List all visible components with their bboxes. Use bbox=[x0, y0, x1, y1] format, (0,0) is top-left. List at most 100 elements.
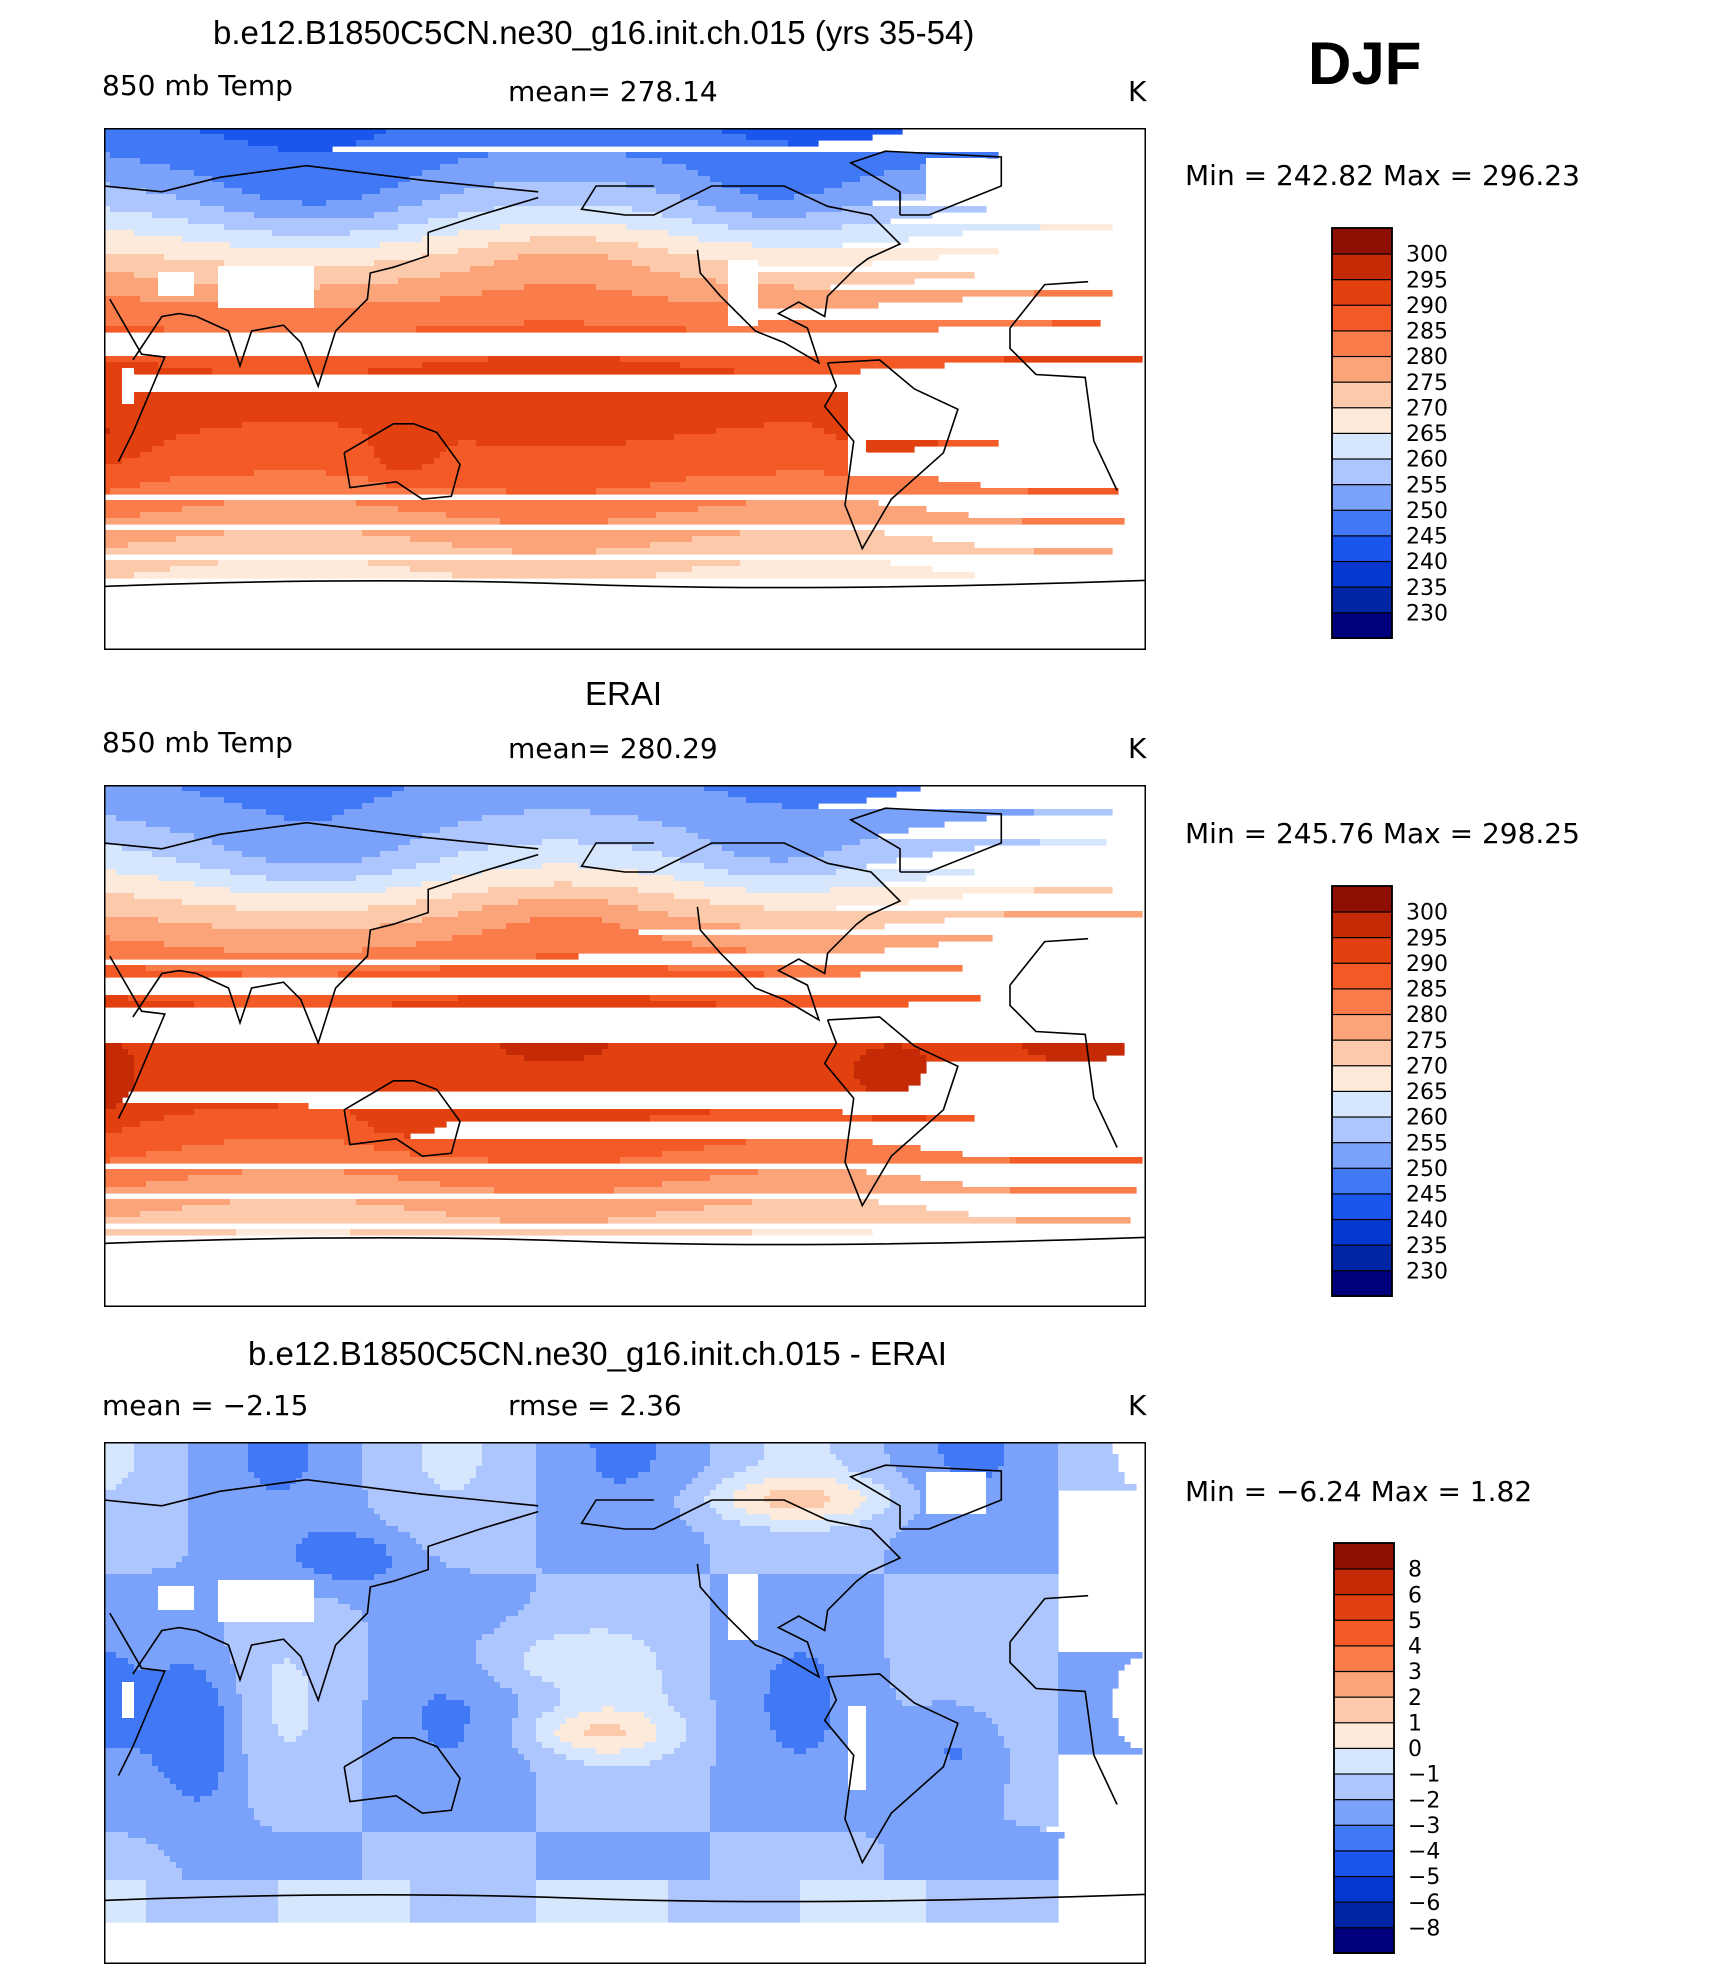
contour-cell bbox=[680, 1712, 717, 1719]
colorbar-swatch bbox=[1331, 1116, 1393, 1144]
contour-cell bbox=[758, 290, 1035, 297]
contour-cell bbox=[248, 1772, 363, 1779]
contour-cell bbox=[302, 1562, 393, 1569]
contour-cell bbox=[104, 464, 387, 471]
contour-cell bbox=[1058, 1724, 1119, 1731]
contour-cell bbox=[158, 284, 195, 291]
contour-cell bbox=[776, 1736, 825, 1743]
contour-cell bbox=[896, 1532, 1059, 1539]
contour-cell bbox=[710, 1448, 765, 1455]
contour-cell bbox=[728, 308, 759, 315]
contour-cell bbox=[638, 869, 729, 876]
contour-cell bbox=[314, 296, 441, 303]
contour-cell bbox=[104, 1784, 177, 1791]
contour-cell bbox=[104, 1850, 165, 1857]
contour-cell bbox=[668, 1892, 801, 1899]
contour-cell bbox=[134, 1712, 225, 1719]
contour-cell bbox=[746, 134, 873, 141]
contour-cell bbox=[818, 1742, 849, 1749]
contour-cell bbox=[194, 290, 219, 297]
colorbar-tick-label: −4 bbox=[1408, 1840, 1440, 1865]
contour-cell bbox=[632, 290, 729, 297]
contour-cell bbox=[824, 851, 933, 858]
contour-cell bbox=[884, 170, 927, 177]
contour-cell bbox=[872, 1478, 909, 1485]
contour-cell bbox=[362, 1796, 537, 1803]
contour-cell bbox=[326, 200, 423, 207]
contour-cell bbox=[182, 1145, 375, 1152]
contour-cell bbox=[716, 428, 825, 435]
contour-cell bbox=[674, 1748, 717, 1755]
colorbar-swatch bbox=[1331, 355, 1393, 383]
contour-cell bbox=[218, 290, 315, 297]
contour-cell bbox=[158, 1766, 225, 1773]
contour-cell bbox=[122, 398, 135, 405]
contour-cell bbox=[800, 1910, 927, 1917]
contour-cell bbox=[218, 272, 315, 279]
contour-cell bbox=[194, 1586, 219, 1593]
contour-cell bbox=[770, 1718, 831, 1725]
contour-cell bbox=[986, 1490, 1059, 1497]
coastline bbox=[343, 1080, 461, 1158]
contour-cell bbox=[758, 1586, 885, 1593]
contour-cell bbox=[104, 440, 165, 447]
contour-cell bbox=[290, 1484, 363, 1491]
contour-cell bbox=[902, 1472, 927, 1479]
contour-cell bbox=[524, 1754, 567, 1761]
contour-cell bbox=[782, 803, 819, 810]
contour-cell bbox=[536, 1556, 711, 1563]
contour-cell bbox=[368, 1622, 501, 1629]
contour-cell bbox=[410, 176, 711, 183]
contour-cell bbox=[866, 1718, 993, 1725]
contour-cell bbox=[536, 1892, 669, 1899]
contour-cell bbox=[656, 1448, 711, 1455]
contour-cell bbox=[146, 1898, 279, 1905]
contour-cell bbox=[884, 1850, 1059, 1857]
contour-cell bbox=[482, 929, 639, 936]
contour-cell bbox=[848, 1772, 867, 1779]
contour-cell bbox=[104, 1868, 183, 1875]
contour-cell bbox=[740, 188, 825, 195]
contour-cell bbox=[296, 1544, 387, 1551]
contour-cell bbox=[266, 857, 363, 864]
contour-cell bbox=[656, 1442, 711, 1449]
contour-cell bbox=[464, 1730, 513, 1737]
colorbar-frame bbox=[1333, 1542, 1395, 1954]
contour-cell bbox=[608, 1628, 711, 1635]
contour-cell bbox=[104, 947, 225, 954]
contour-cell bbox=[530, 1760, 585, 1767]
contour-cell bbox=[350, 230, 459, 237]
contour-cell bbox=[386, 887, 489, 894]
contour-cell bbox=[680, 1742, 717, 1749]
contour-cell bbox=[668, 1904, 801, 1911]
contour-cell bbox=[1004, 1460, 1059, 1467]
contour-cell bbox=[884, 1652, 1059, 1659]
contour-cell bbox=[722, 845, 843, 852]
contour-cell bbox=[944, 1748, 963, 1755]
contour-cell bbox=[104, 1562, 177, 1569]
contour-cell bbox=[302, 1472, 363, 1479]
contour-cell bbox=[686, 827, 909, 834]
contour-cell bbox=[536, 1844, 711, 1851]
contour-cell bbox=[146, 1886, 279, 1893]
colorbar-frame bbox=[1331, 227, 1393, 639]
contour-cell bbox=[362, 530, 741, 537]
contour-cell bbox=[104, 308, 729, 315]
contour-cell bbox=[152, 851, 243, 858]
contour-cell bbox=[386, 464, 423, 471]
contour-cell bbox=[176, 194, 261, 201]
contour-cell bbox=[866, 1049, 921, 1056]
contour-cell bbox=[728, 1586, 759, 1593]
contour-cell bbox=[386, 1520, 537, 1527]
contour-cell bbox=[860, 1079, 921, 1086]
contour-cell bbox=[860, 1520, 909, 1527]
contour-cell bbox=[104, 1157, 111, 1164]
contour-cell bbox=[554, 1748, 597, 1755]
contour-cell bbox=[140, 296, 219, 303]
contour-cell bbox=[710, 1652, 795, 1659]
contour-cell bbox=[110, 152, 489, 159]
contour-cell bbox=[104, 566, 171, 573]
contour-cell bbox=[776, 1730, 825, 1737]
contour-cell bbox=[422, 833, 699, 840]
contour-cell bbox=[536, 1856, 711, 1863]
